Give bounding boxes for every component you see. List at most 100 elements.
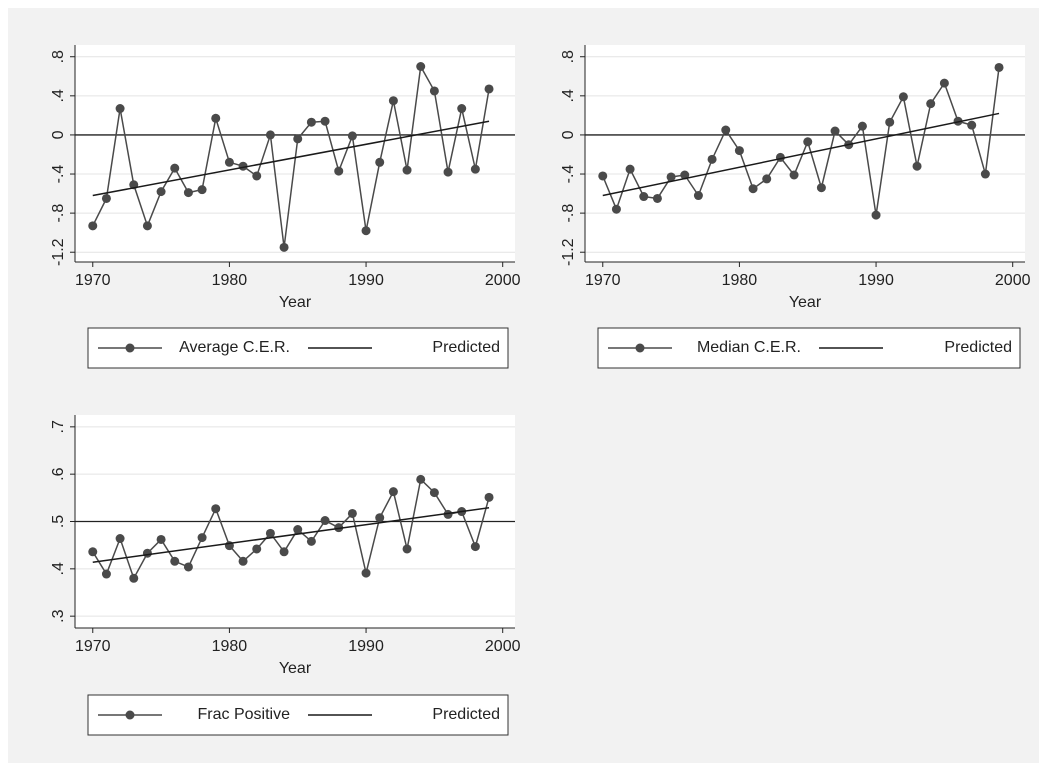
data-point (211, 504, 221, 514)
data-point (734, 146, 744, 156)
legend-label: Average C.E.R. (179, 339, 290, 356)
series-line (92, 120, 490, 197)
data-point (803, 137, 813, 147)
y-tick-label: -.8 (50, 204, 67, 223)
data-point (457, 104, 467, 114)
x-axis-label: Year (789, 294, 822, 311)
series-line (92, 507, 490, 563)
legend-label: Predicted (432, 339, 500, 356)
x-tick-label: 1970 (75, 272, 111, 289)
x-tick-label: 1970 (75, 638, 111, 655)
data-point (939, 78, 949, 88)
data-point (443, 509, 453, 519)
y-tick-label: -.4 (560, 165, 577, 184)
data-point (197, 533, 207, 543)
data-point (252, 544, 262, 554)
legend-marker (125, 710, 135, 720)
data-point (293, 525, 303, 535)
data-point (361, 568, 371, 578)
data-point (211, 113, 221, 123)
data-point (224, 157, 234, 167)
data-point (156, 187, 166, 197)
data-point (388, 96, 398, 106)
data-point (334, 523, 344, 533)
data-point (279, 547, 289, 557)
y-tick-label: -.8 (560, 204, 577, 223)
data-point (416, 474, 426, 484)
data-point (265, 528, 275, 538)
data-point (88, 547, 98, 557)
data-point (707, 154, 717, 164)
data-point (115, 534, 125, 544)
legend-marker (635, 343, 645, 353)
y-tick-label: .4 (50, 89, 67, 102)
data-point (416, 62, 426, 72)
data-point (598, 171, 608, 181)
y-tick-label: -.4 (50, 165, 67, 184)
y-tick-label: -1.2 (560, 238, 577, 266)
data-point (375, 513, 385, 523)
legend-label: Median C.E.R. (697, 339, 801, 356)
data-point (470, 164, 480, 174)
data-point (238, 556, 248, 566)
data-point (429, 86, 439, 96)
data-point (388, 487, 398, 497)
x-tick-label: 2000 (485, 638, 521, 655)
x-tick-label: 1970 (585, 272, 621, 289)
x-tick-label: 1980 (212, 638, 248, 655)
data-point (320, 116, 330, 126)
data-point (857, 121, 867, 131)
legend-marker (125, 343, 135, 353)
data-point (101, 193, 111, 203)
data-point (748, 184, 758, 194)
data-point (142, 221, 152, 231)
data-point (994, 62, 1004, 72)
series-line (92, 64, 490, 248)
data-point (142, 548, 152, 558)
data-point (871, 210, 881, 220)
data-point (334, 166, 344, 176)
data-point (611, 204, 621, 214)
data-point (88, 221, 98, 231)
y-tick-label: .5 (50, 515, 67, 528)
legend-label: Predicted (432, 706, 500, 723)
x-tick-label: 1980 (212, 272, 248, 289)
data-point (265, 130, 275, 140)
data-point (429, 488, 439, 498)
data-point (470, 542, 480, 552)
data-point (666, 172, 676, 182)
y-tick-label: .8 (50, 50, 67, 63)
legend-box (87, 327, 509, 369)
y-tick-label: .8 (560, 50, 577, 63)
data-point (625, 164, 635, 174)
y-tick-label: -1.2 (50, 238, 67, 266)
data-point (789, 170, 799, 180)
x-tick-label: 1980 (722, 272, 758, 289)
data-point (101, 569, 111, 579)
data-point (197, 185, 207, 195)
y-tick-label: 0 (560, 130, 577, 139)
legend-label: Predicted (944, 339, 1012, 356)
data-point (721, 125, 731, 135)
data-point (306, 117, 316, 127)
data-point (680, 170, 690, 180)
data-point (898, 92, 908, 102)
data-point (443, 167, 453, 177)
data-point (402, 165, 412, 175)
data-point (912, 161, 922, 171)
data-point (980, 169, 990, 179)
series-line (602, 112, 1000, 197)
data-point (170, 163, 180, 173)
x-tick-label: 1990 (348, 638, 384, 655)
y-tick-label: .7 (50, 420, 67, 433)
data-point (402, 544, 412, 554)
x-axis-label: Year (279, 294, 312, 311)
data-point (693, 191, 703, 201)
data-point (347, 131, 357, 141)
data-point (375, 157, 385, 167)
data-point (279, 242, 289, 252)
data-point (170, 556, 180, 566)
x-tick-label: 1990 (348, 272, 384, 289)
